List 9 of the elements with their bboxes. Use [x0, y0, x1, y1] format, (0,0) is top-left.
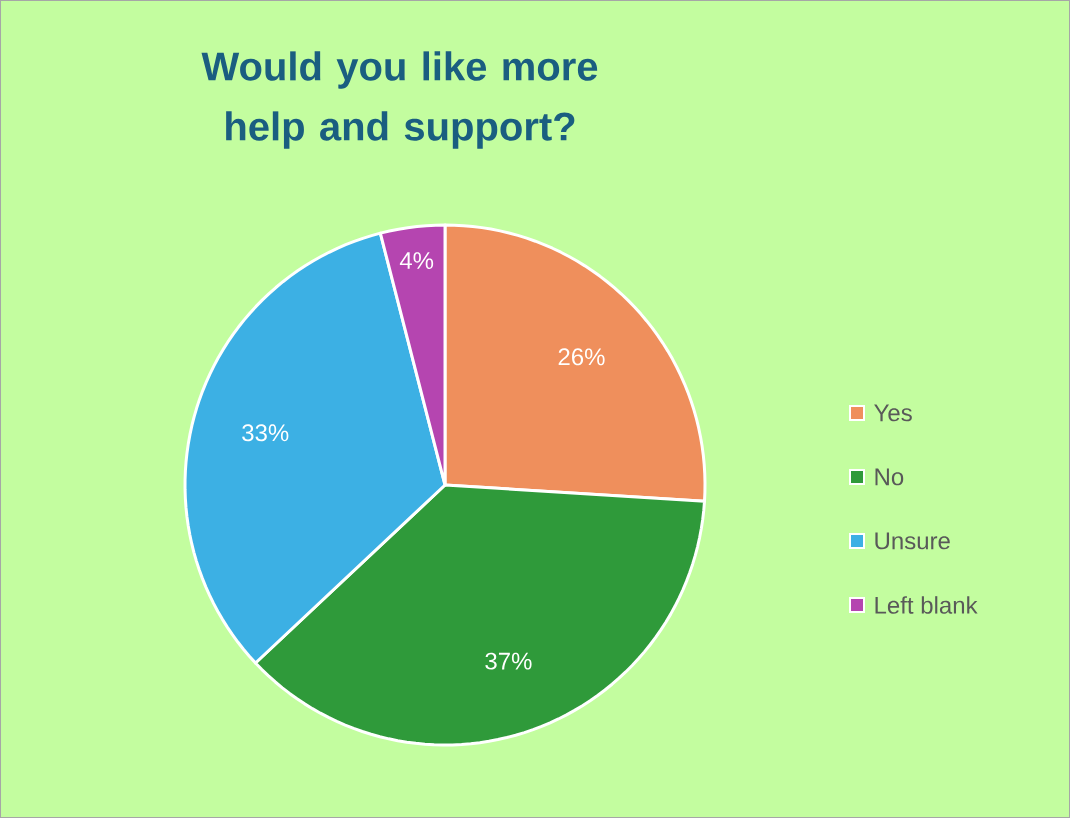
data-label: 4% — [399, 252, 434, 269]
data-label: 33% — [242, 424, 289, 442]
legend-label: Unsure — [875, 532, 950, 550]
legend-label: No — [875, 468, 904, 486]
legend-label: Yes — [874, 404, 912, 422]
data-label: 37% — [485, 652, 532, 670]
data-label: 26% — [558, 348, 605, 366]
chart-title: Would you like more help and support? — [201, 51, 598, 149]
legend-label: Left blank — [875, 596, 978, 614]
